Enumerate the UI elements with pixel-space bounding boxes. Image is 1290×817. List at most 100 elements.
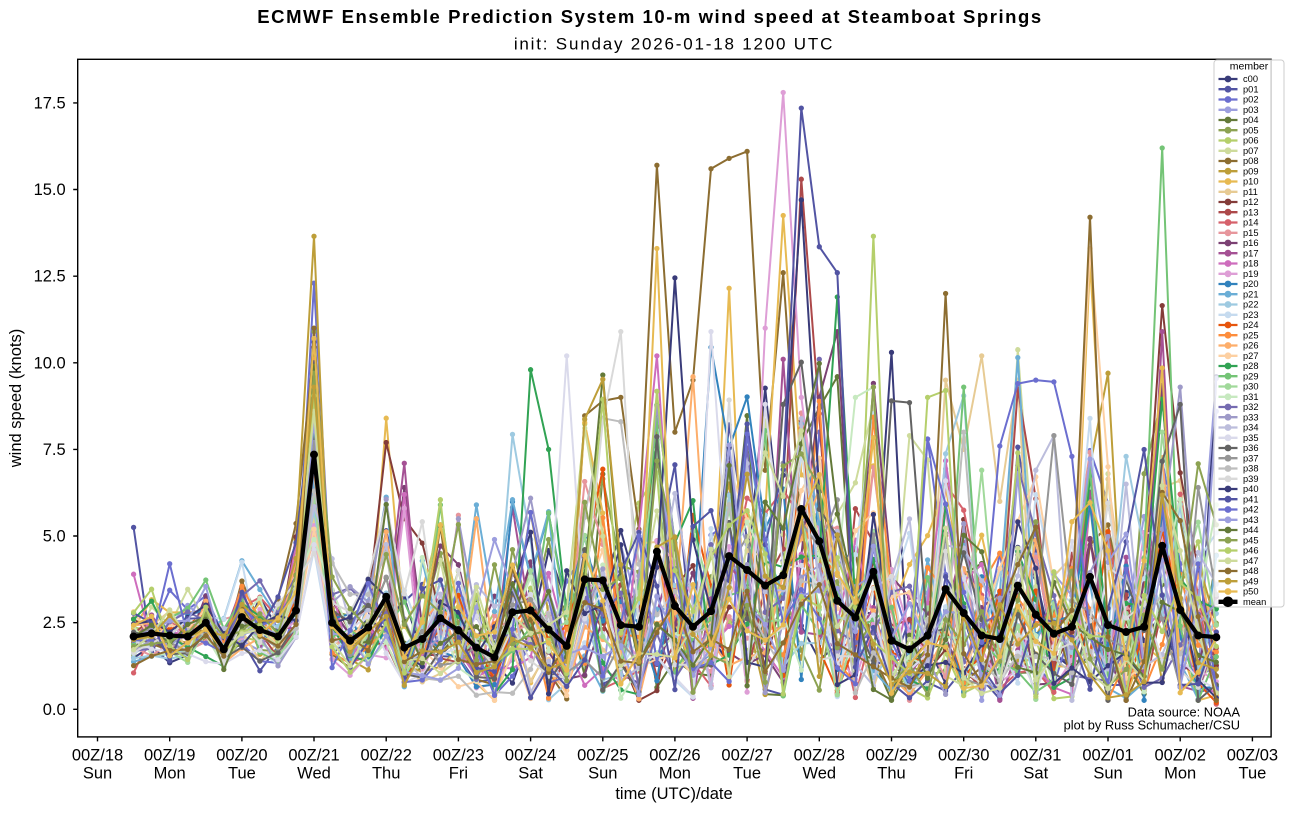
svg-text:member: member [1230,61,1269,73]
svg-text:p22: p22 [1243,300,1259,310]
svg-text:00Z/02: 00Z/02 [1155,747,1206,765]
svg-text:Tue: Tue [733,765,761,783]
svg-text:00Z/03: 00Z/03 [1227,747,1278,765]
svg-text:00Z/28: 00Z/28 [794,747,845,765]
svg-text:p15: p15 [1243,228,1259,238]
svg-text:p21: p21 [1243,289,1259,299]
svg-text:Wed: Wed [297,765,331,783]
svg-text:time (UTC)/date: time (UTC)/date [615,785,732,803]
svg-text:p12: p12 [1243,197,1259,207]
svg-text:00Z/22: 00Z/22 [361,747,412,765]
svg-text:p41: p41 [1243,494,1259,504]
svg-text:00Z/29: 00Z/29 [866,747,917,765]
svg-text:p13: p13 [1243,207,1259,217]
svg-text:p39: p39 [1243,474,1259,484]
svg-text:5.0: 5.0 [43,528,66,546]
svg-text:00Z/24: 00Z/24 [505,747,556,765]
svg-text:00Z/20: 00Z/20 [216,747,267,765]
svg-text:p23: p23 [1243,310,1259,320]
svg-text:00Z/27: 00Z/27 [721,747,772,765]
svg-text:17.5: 17.5 [34,94,66,112]
svg-text:p45: p45 [1243,536,1259,546]
svg-text:Sat: Sat [518,765,543,783]
svg-text:Mon: Mon [1164,765,1196,783]
svg-text:00Z/30: 00Z/30 [938,747,989,765]
svg-text:p20: p20 [1243,279,1259,289]
svg-text:p34: p34 [1243,423,1259,433]
svg-text:p42: p42 [1243,505,1259,515]
svg-text:mean: mean [1243,597,1266,607]
svg-text:p50: p50 [1243,587,1259,597]
svg-text:p30: p30 [1243,382,1259,392]
svg-text:p03: p03 [1243,105,1259,115]
svg-text:p26: p26 [1243,341,1259,351]
svg-text:Fri: Fri [449,765,468,783]
svg-text:Fri: Fri [954,765,973,783]
svg-text:Sat: Sat [1023,765,1048,783]
svg-text:p19: p19 [1243,269,1259,279]
svg-text:00Z/18: 00Z/18 [72,747,123,765]
svg-text:p33: p33 [1243,412,1259,422]
svg-text:2.5: 2.5 [43,614,66,632]
svg-text:p05: p05 [1243,125,1259,135]
svg-text:10.0: 10.0 [34,354,66,372]
svg-text:Data source: NOAA: Data source: NOAA [1128,705,1241,720]
svg-text:Mon: Mon [659,765,691,783]
svg-text:p36: p36 [1243,443,1259,453]
svg-text:p10: p10 [1243,177,1259,187]
svg-text:Mon: Mon [154,765,186,783]
svg-text:p48: p48 [1243,566,1259,576]
svg-text:00Z/01: 00Z/01 [1082,747,1133,765]
svg-text:p11: p11 [1243,187,1258,197]
svg-text:p29: p29 [1243,371,1259,381]
svg-text:wind speed (knots): wind speed (knots) [7,329,25,469]
svg-text:15.0: 15.0 [34,181,66,199]
svg-text:Wed: Wed [802,765,836,783]
svg-text:p04: p04 [1243,115,1259,125]
svg-text:p35: p35 [1243,433,1259,443]
svg-text:c00: c00 [1243,74,1258,84]
svg-text:p25: p25 [1243,330,1259,340]
svg-text:p37: p37 [1243,453,1259,463]
svg-text:Sun: Sun [83,765,112,783]
svg-text:p49: p49 [1243,577,1259,587]
svg-text:p06: p06 [1243,136,1259,146]
svg-text:init: Sunday 2026-01-18 1200 U: init: Sunday 2026-01-18 1200 UTC [514,35,834,54]
svg-text:Tue: Tue [1238,765,1266,783]
svg-text:Thu: Thu [877,765,905,783]
svg-text:p43: p43 [1243,515,1259,525]
svg-text:00Z/23: 00Z/23 [433,747,484,765]
svg-text:p18: p18 [1243,259,1259,269]
svg-text:p28: p28 [1243,361,1259,371]
svg-text:Thu: Thu [372,765,400,783]
svg-text:Sun: Sun [588,765,617,783]
svg-text:Sun: Sun [1093,765,1122,783]
svg-text:00Z/25: 00Z/25 [577,747,628,765]
svg-text:p07: p07 [1243,146,1259,156]
svg-text:7.5: 7.5 [43,441,66,459]
svg-text:p17: p17 [1243,248,1259,258]
svg-text:p14: p14 [1243,218,1259,228]
svg-text:p02: p02 [1243,95,1259,105]
svg-text:p24: p24 [1243,320,1259,330]
svg-text:00Z/19: 00Z/19 [144,747,195,765]
svg-text:p44: p44 [1243,525,1259,535]
svg-text:p40: p40 [1243,484,1259,494]
svg-text:0.0: 0.0 [43,701,66,719]
svg-text:00Z/21: 00Z/21 [288,747,339,765]
svg-text:p27: p27 [1243,351,1259,361]
svg-text:p01: p01 [1243,85,1259,95]
svg-text:00Z/31: 00Z/31 [1010,747,1061,765]
svg-text:p31: p31 [1243,392,1259,402]
svg-text:00Z/26: 00Z/26 [649,747,700,765]
svg-text:p46: p46 [1243,546,1259,556]
svg-text:plot by Russ Schumacher/CSU: plot by Russ Schumacher/CSU [1064,718,1240,733]
svg-text:12.5: 12.5 [34,268,66,286]
svg-text:p16: p16 [1243,238,1259,248]
svg-text:p47: p47 [1243,556,1259,566]
svg-text:p08: p08 [1243,156,1259,166]
svg-text:ECMWF Ensemble Prediction Syst: ECMWF Ensemble Prediction System 10-m wi… [257,6,1042,27]
svg-text:p38: p38 [1243,464,1259,474]
svg-text:p09: p09 [1243,166,1259,176]
svg-text:p32: p32 [1243,402,1259,412]
